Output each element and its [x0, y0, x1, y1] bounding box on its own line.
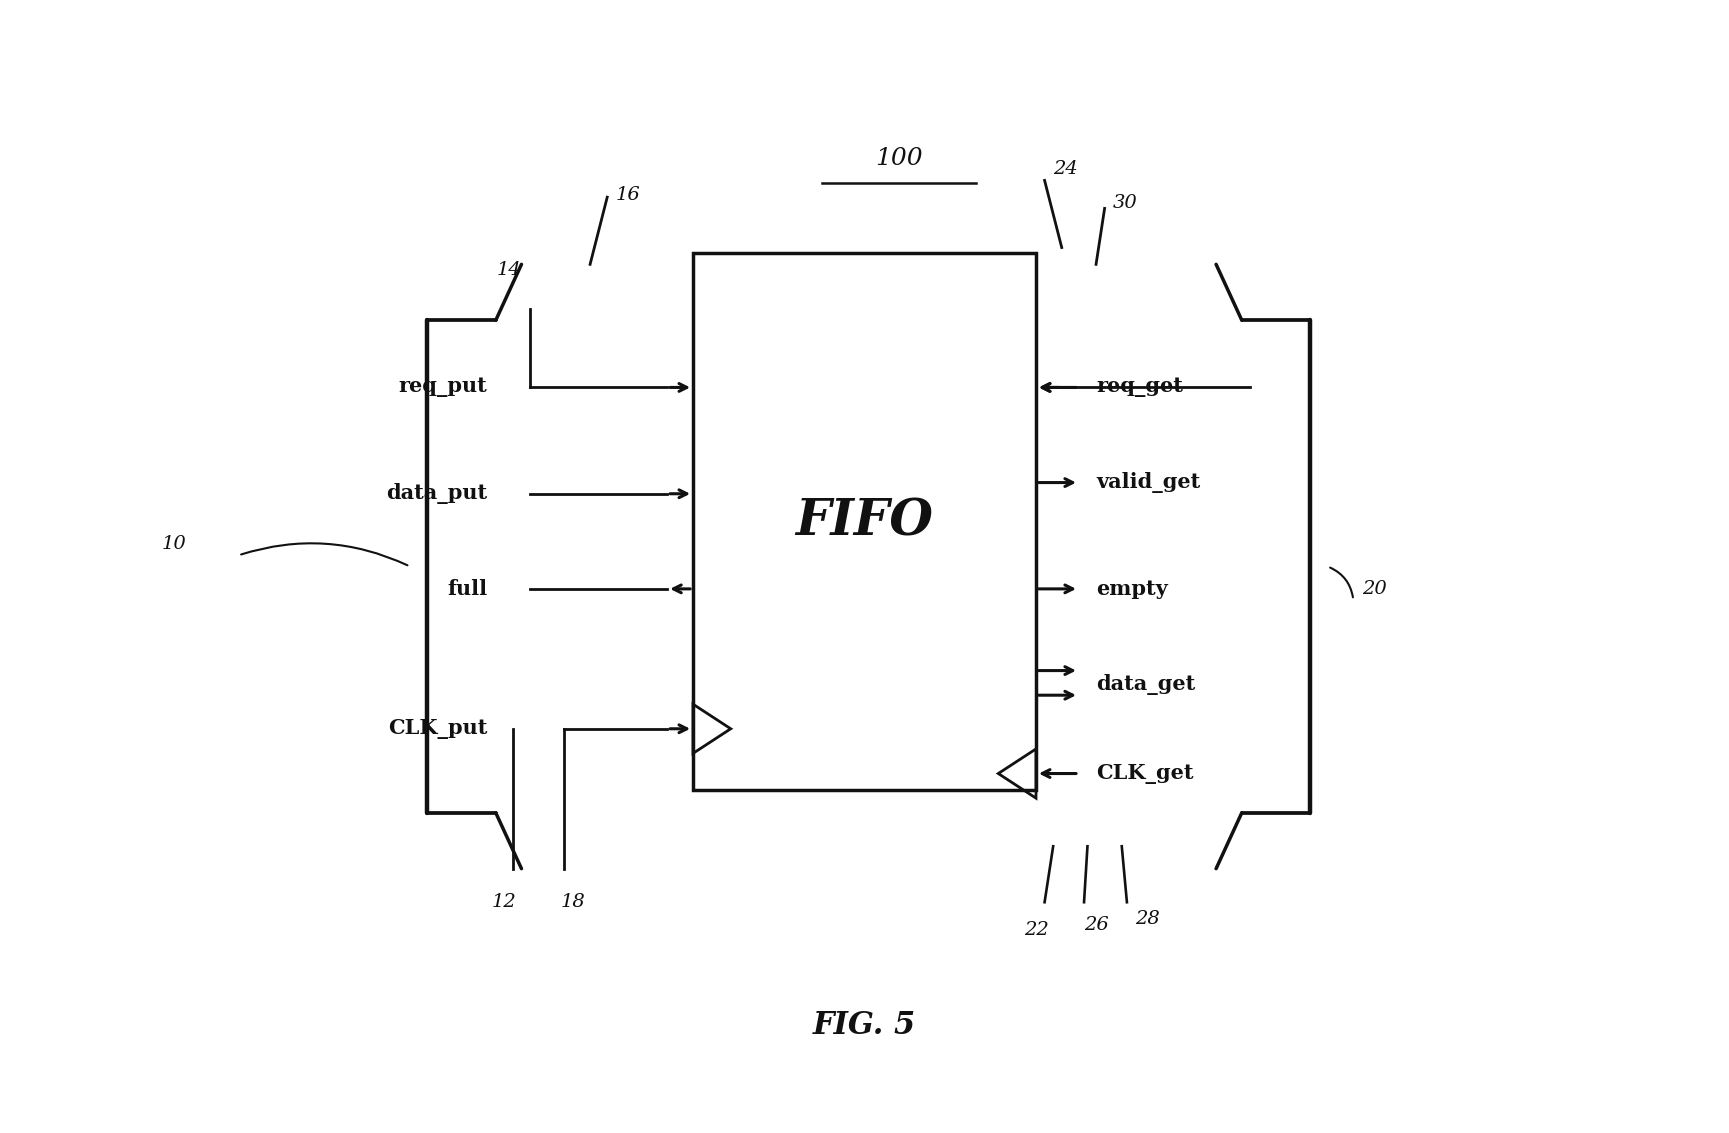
Bar: [693, 253, 1036, 791]
FancyArrowPatch shape: [240, 544, 408, 565]
Text: 18: 18: [560, 893, 586, 911]
Text: CLK_put: CLK_put: [387, 718, 488, 739]
Text: 12: 12: [493, 893, 517, 911]
Text: 24: 24: [1053, 160, 1077, 178]
Text: 100: 100: [875, 146, 923, 170]
Text: 28: 28: [1136, 910, 1160, 928]
Text: 14: 14: [496, 261, 522, 279]
Text: 30: 30: [1113, 194, 1138, 212]
Text: empty: empty: [1096, 579, 1167, 599]
Text: req_get: req_get: [1096, 377, 1183, 398]
FancyArrowPatch shape: [1330, 568, 1352, 597]
Text: data_put: data_put: [386, 484, 488, 504]
Text: req_put: req_put: [398, 377, 488, 398]
Text: 20: 20: [1362, 580, 1387, 598]
Text: CLK_get: CLK_get: [1096, 764, 1193, 784]
Text: 22: 22: [1024, 921, 1048, 939]
Text: full: full: [448, 579, 488, 599]
Text: 16: 16: [616, 186, 640, 204]
Text: valid_get: valid_get: [1096, 472, 1200, 493]
Text: FIG. 5: FIG. 5: [813, 1010, 916, 1041]
Text: FIFO: FIFO: [795, 497, 934, 546]
Text: 10: 10: [161, 535, 187, 553]
Text: data_get: data_get: [1096, 673, 1195, 695]
Text: 26: 26: [1084, 915, 1108, 934]
